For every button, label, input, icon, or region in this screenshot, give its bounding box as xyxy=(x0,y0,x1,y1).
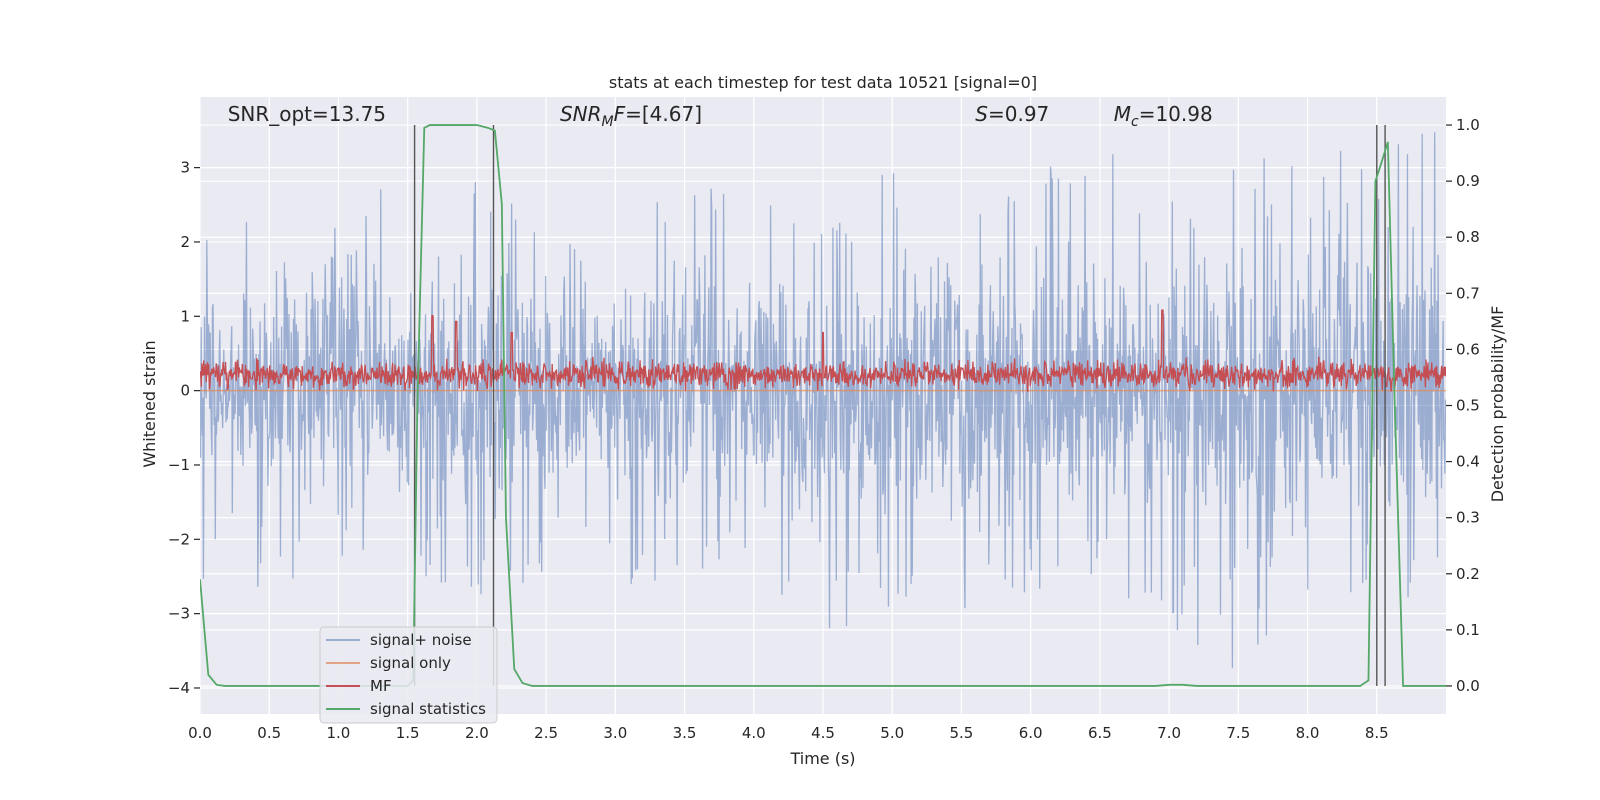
legend-label: signal only xyxy=(370,654,451,672)
x-tick-label: 2.5 xyxy=(534,724,558,742)
x-axis-label: Time (s) xyxy=(789,749,855,768)
x-tick-label: 6.0 xyxy=(1019,724,1043,742)
legend-label: signal statistics xyxy=(370,700,486,718)
y-tick-label: 0 xyxy=(180,382,190,400)
chart-title: stats at each timestep for test data 105… xyxy=(609,73,1037,92)
x-tick-label: 3.0 xyxy=(603,724,627,742)
y2-tick-label: 0.0 xyxy=(1456,677,1480,695)
y-tick-label: 3 xyxy=(180,159,190,177)
axis-ticks: 0.0 0.5 1.0 1.5 2.0 2.5 3.0 3.5 4.0 4.5 5.0 5.5 6.0 6… xyxy=(168,116,1480,742)
x-tick-label: 8.0 xyxy=(1296,724,1320,742)
series-line xyxy=(200,309,1446,393)
y-tick-label: 1 xyxy=(180,307,190,325)
annotation-s-value: S=0.97 xyxy=(975,102,1049,126)
annotations: SNR_opt=13.75 SNRMF=[4.67] S=0.97 Mc=10.98 xyxy=(228,102,1213,130)
x-tick-label: 8.5 xyxy=(1365,724,1389,742)
annotation-mc-value: Mc=10.98 xyxy=(1114,102,1213,130)
x-tick-label: 0.5 xyxy=(257,724,281,742)
y2-tick-label: 1.0 xyxy=(1456,116,1480,134)
y-tick-label: −4 xyxy=(168,679,190,697)
series-mf xyxy=(200,309,1446,393)
x-tick-label: 6.5 xyxy=(1088,724,1112,742)
y2-tick-label: 0.6 xyxy=(1456,340,1480,358)
x-tick-label: 2.0 xyxy=(465,724,489,742)
y-axis-label: Whitened strain xyxy=(140,340,159,467)
legend: signal+ noise signal only MF signal statist… xyxy=(319,626,498,724)
legend-label: signal+ noise xyxy=(370,631,472,649)
y-tick-label: −1 xyxy=(168,456,190,474)
y2-tick-label: 0.3 xyxy=(1456,509,1480,527)
annotation-snr-opt: SNR_opt=13.75 xyxy=(228,102,386,126)
x-tick-label: 0.0 xyxy=(188,724,212,742)
y2-tick-label: 0.2 xyxy=(1456,565,1480,583)
series-line xyxy=(200,132,1446,669)
x-tick-label: 4.0 xyxy=(742,724,766,742)
x-tick-label: 7.5 xyxy=(1226,724,1250,742)
y2-tick-label: 0.1 xyxy=(1456,621,1480,639)
y2-tick-label: 0.8 xyxy=(1456,228,1480,246)
x-tick-label: 5.5 xyxy=(950,724,974,742)
y-tick-label: 2 xyxy=(180,233,190,251)
x-tick-label: 1.0 xyxy=(327,724,351,742)
x-tick-label: 5.0 xyxy=(880,724,904,742)
x-tick-label: 1.5 xyxy=(396,724,420,742)
x-tick-label: 3.5 xyxy=(673,724,697,742)
y-tick-label: −3 xyxy=(168,605,190,623)
series-signal-plus-noise xyxy=(200,132,1446,669)
x-tick-label: 7.0 xyxy=(1157,724,1181,742)
y-tick-label: −2 xyxy=(168,530,190,548)
x-tick-label: 4.5 xyxy=(811,724,835,742)
y2-tick-label: 0.4 xyxy=(1456,453,1480,471)
y2-tick-label: 0.5 xyxy=(1456,397,1480,415)
y2-axis-label: Detection probability/MF xyxy=(1488,306,1507,503)
y2-tick-label: 0.9 xyxy=(1456,172,1480,190)
legend-label: MF xyxy=(370,677,392,695)
y2-tick-label: 0.7 xyxy=(1456,284,1480,302)
annotation-snr-mf: SNRMF=[4.67] xyxy=(560,102,702,130)
legend-box xyxy=(319,626,498,724)
